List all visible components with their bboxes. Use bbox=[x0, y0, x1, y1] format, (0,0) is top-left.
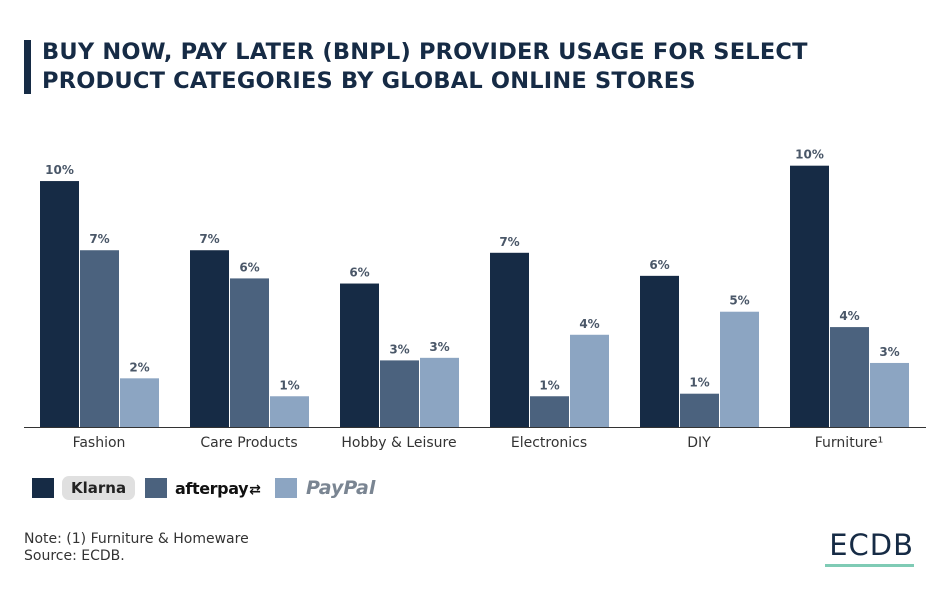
brand-underline bbox=[825, 564, 914, 567]
x-tick-label-3: Electronics bbox=[511, 435, 587, 451]
bar-afterpay-5 bbox=[830, 327, 869, 427]
bar-paypal-2 bbox=[420, 357, 459, 427]
afterpay-logo-text: afterpay bbox=[175, 478, 249, 498]
x-tick-label-0: Fashion bbox=[73, 435, 126, 451]
data-label-afterpay-3: 1% bbox=[539, 378, 559, 392]
x-tick-label-2: Hobby & Leisure bbox=[341, 435, 456, 451]
legend-swatch-klarna bbox=[32, 478, 54, 498]
bar-klarna-5 bbox=[790, 165, 829, 427]
bar-klarna-4 bbox=[640, 275, 679, 427]
x-tick-label-5: Furniture¹ bbox=[815, 435, 883, 451]
data-label-klarna-5: 10% bbox=[795, 148, 824, 162]
bar-afterpay-4 bbox=[680, 393, 719, 427]
brand-logo: ECDB bbox=[829, 528, 914, 562]
data-label-klarna-2: 6% bbox=[349, 266, 369, 280]
legend-item-paypal: PayPal bbox=[275, 474, 375, 502]
data-label-paypal-1: 1% bbox=[279, 378, 299, 392]
footnote: Note: (1) Furniture & Homeware Source: E… bbox=[24, 531, 249, 565]
data-label-afterpay-1: 6% bbox=[239, 260, 259, 274]
data-label-paypal-5: 3% bbox=[879, 345, 899, 359]
bar-paypal-1 bbox=[270, 396, 309, 427]
source-text: Source: ECDB. bbox=[24, 548, 125, 564]
klarna-logo: Klarna bbox=[62, 476, 136, 500]
legend-swatch-afterpay bbox=[145, 478, 167, 498]
bar-afterpay-2 bbox=[380, 360, 419, 427]
paypal-logo: PayPal bbox=[306, 477, 376, 499]
bar-klarna-3 bbox=[490, 252, 529, 427]
bar-afterpay-0 bbox=[80, 250, 119, 427]
legend-item-afterpay: afterpay⇄ bbox=[145, 474, 261, 502]
data-label-paypal-2: 3% bbox=[429, 340, 449, 354]
bar-paypal-5 bbox=[870, 362, 909, 427]
bar-klarna-2 bbox=[340, 283, 379, 427]
data-label-paypal-4: 5% bbox=[729, 294, 749, 308]
bar-paypal-0 bbox=[120, 378, 159, 427]
data-label-paypal-0: 2% bbox=[129, 360, 149, 374]
bar-paypal-3 bbox=[570, 334, 609, 427]
chart-title: BUY NOW, PAY LATER (BNPL) PROVIDER USAGE… bbox=[42, 39, 808, 94]
data-label-afterpay-4: 1% bbox=[689, 376, 709, 390]
legend-swatch-paypal bbox=[275, 478, 297, 498]
bar-afterpay-1 bbox=[230, 278, 269, 427]
data-label-klarna-0: 10% bbox=[45, 163, 74, 177]
data-label-afterpay-2: 3% bbox=[389, 342, 409, 356]
data-label-afterpay-0: 7% bbox=[89, 232, 109, 246]
data-label-afterpay-5: 4% bbox=[839, 309, 859, 323]
data-label-klarna-3: 7% bbox=[499, 235, 519, 249]
title-accent-bar bbox=[24, 40, 31, 94]
data-label-paypal-3: 4% bbox=[579, 317, 599, 331]
afterpay-arrows-icon: ⇄ bbox=[249, 481, 261, 498]
x-tick-label-1: Care Products bbox=[200, 435, 297, 451]
bar-klarna-0 bbox=[40, 181, 79, 427]
legend-item-klarna: Klarna bbox=[32, 474, 136, 502]
data-label-klarna-1: 7% bbox=[199, 232, 219, 246]
bar-paypal-4 bbox=[720, 311, 759, 427]
x-tick-label-4: DIY bbox=[687, 435, 711, 451]
note-text: Note: (1) Furniture & Homeware bbox=[24, 531, 249, 547]
bar-klarna-1 bbox=[190, 250, 229, 427]
data-label-klarna-4: 6% bbox=[649, 258, 669, 272]
bar-afterpay-3 bbox=[530, 396, 569, 427]
afterpay-logo: afterpay⇄ bbox=[175, 478, 261, 498]
